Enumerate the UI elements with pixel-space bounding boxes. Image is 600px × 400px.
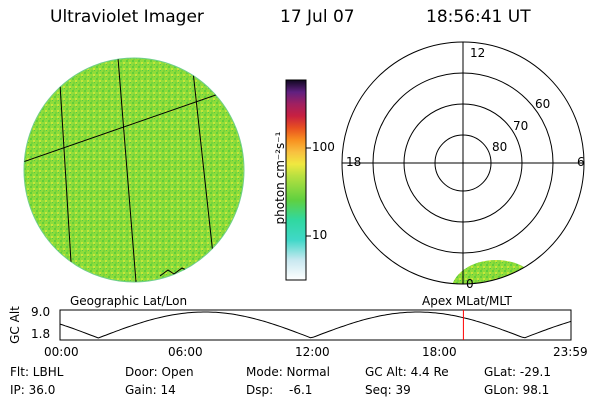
right-map-title: Apex MLat/MLT xyxy=(422,294,512,308)
colorbar-unit-label: photon cm⁻²s⁻¹ xyxy=(273,131,287,225)
longitude-gridline xyxy=(191,61,217,282)
time-tick-0600: 06:00 xyxy=(168,345,203,359)
mode-status: Mode: Normal xyxy=(246,365,330,379)
altitude-plot xyxy=(59,309,572,341)
mlat-label-70: 70 xyxy=(513,119,529,133)
time-label: 18:56:41 UT xyxy=(426,7,531,27)
polar-mlat-mlt-plot xyxy=(341,41,585,285)
mlt-label-18: 18 xyxy=(346,155,362,169)
colorbar-tick-100: 100 xyxy=(312,140,335,154)
time-tick-1800: 18:00 xyxy=(422,345,457,359)
altitude-trace xyxy=(59,311,572,339)
gain-status: Gain: 14 xyxy=(125,383,176,397)
filter-status: Flt: LBHL xyxy=(10,365,64,379)
mlat-label-80: 80 xyxy=(492,140,508,154)
colorbar xyxy=(285,79,311,281)
coastline xyxy=(159,267,191,277)
ip-status: IP: 36.0 xyxy=(10,383,56,397)
colorbar-tick-10: 10 xyxy=(312,228,328,242)
mlat-label-60: 60 xyxy=(535,97,551,111)
altitude-tick-high: 9.0 xyxy=(31,305,51,319)
door-status: Door: Open xyxy=(125,365,194,379)
latitude-gridline xyxy=(24,87,237,164)
time-tick-2359: 23:59 xyxy=(553,345,588,359)
dsp-label: Dsp: xyxy=(246,383,274,397)
time-tick-0000: 00:00 xyxy=(44,345,79,359)
dsp-value: -6.1 xyxy=(289,383,313,397)
mlt-label-6: 6 xyxy=(577,155,585,169)
mlt-label-0: 0 xyxy=(466,277,474,291)
glat-status: GLat: -29.1 xyxy=(484,365,551,379)
gc-alt-status: GC Alt: 4.4 Re xyxy=(365,365,449,379)
altitude-tick-low: 1.8 xyxy=(31,327,51,341)
glon-status: GLon: 98.1 xyxy=(484,383,550,397)
instrument-title: Ultraviolet Imager xyxy=(50,7,204,27)
uvi-image-disk xyxy=(23,57,245,283)
longitude-gridline xyxy=(58,67,73,279)
altitude-axis-label: GC Alt xyxy=(7,306,22,344)
longitude-gridline xyxy=(117,58,137,282)
time-tick-1200: 12:00 xyxy=(295,345,330,359)
date-label: 17 Jul 07 xyxy=(280,7,355,27)
left-map-title: Geographic Lat/Lon xyxy=(70,294,188,308)
mlt-label-12: 12 xyxy=(470,46,486,60)
sequence-status: Seq: 39 xyxy=(365,383,411,397)
